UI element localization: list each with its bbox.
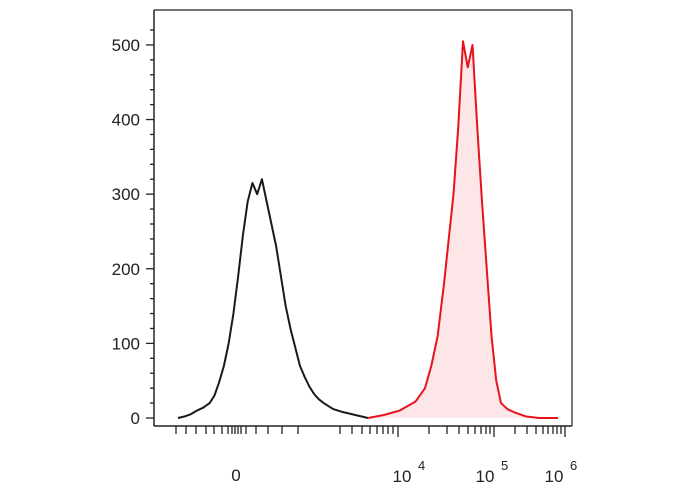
y-axis: 0 100 200 300 400 500 xyxy=(112,29,154,428)
series-1-fill xyxy=(368,41,558,418)
series-1-line xyxy=(367,40,558,419)
series-0-line xyxy=(177,178,369,419)
y-tick-label: 400 xyxy=(112,111,140,130)
series-layer xyxy=(177,40,558,419)
x-tick-label: 0 xyxy=(231,466,240,485)
y-tick-label: 200 xyxy=(112,260,140,279)
x-tick-exponent: 4 xyxy=(418,458,425,473)
x-tick-label: 10 xyxy=(476,467,495,486)
x-tick-label: 10 xyxy=(393,467,412,486)
x-tick-exponent: 6 xyxy=(570,458,577,473)
x-tick-label: 10 xyxy=(545,467,564,486)
y-tick-label: 0 xyxy=(131,409,140,428)
x-axis: 0 10 4 10 5 10 6 xyxy=(175,426,577,486)
y-tick-label: 500 xyxy=(112,36,140,55)
y-tick-label: 100 xyxy=(112,334,140,353)
x-tick-exponent: 5 xyxy=(501,458,508,473)
plot-frame xyxy=(153,9,573,427)
y-tick-label: 300 xyxy=(112,185,140,204)
